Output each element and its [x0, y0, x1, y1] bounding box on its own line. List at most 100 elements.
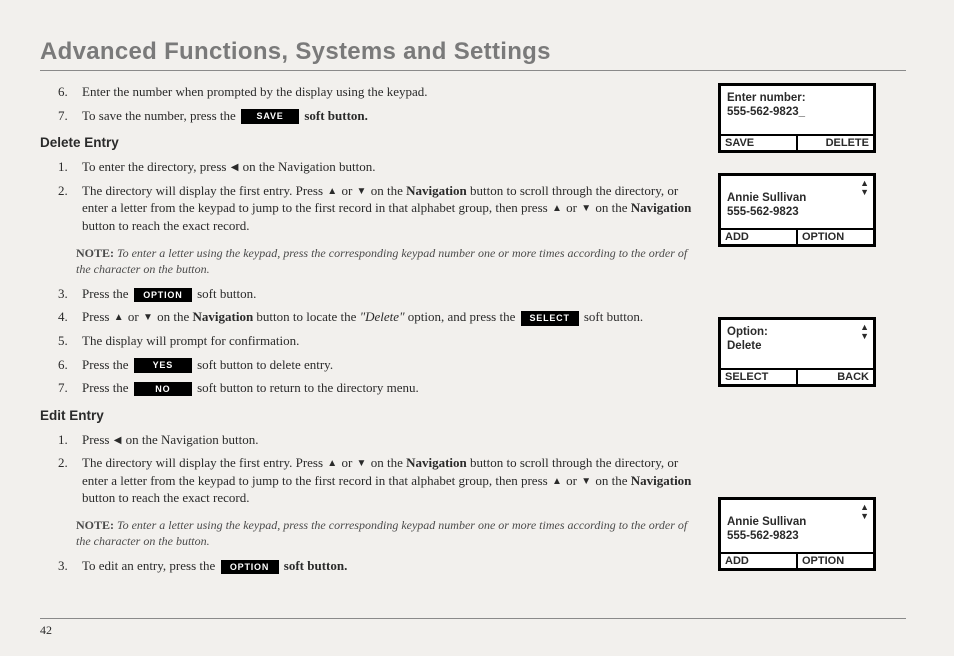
- text-run: The directory will display the first ent…: [82, 183, 326, 198]
- text-run: soft button.: [581, 309, 643, 324]
- lcd-body: ▲▼ Annie Sullivan 555-562-9823: [721, 500, 873, 552]
- step-number: 4.: [58, 308, 82, 326]
- step-number: 2.: [58, 182, 82, 235]
- lcd-column: Enter number: 555-562-9823_ SAVE DELETE …: [718, 83, 906, 591]
- step-text: The directory will display the first ent…: [82, 454, 696, 507]
- nav-bold: Navigation: [406, 183, 467, 198]
- lcd-option-delete: ▲▼ Option: Delete SELECT BACK: [718, 317, 876, 387]
- lcd-softbar: ADD OPTION: [721, 228, 873, 244]
- text-run: Press: [82, 432, 113, 447]
- option-keycap: OPTION: [221, 560, 279, 574]
- nav-bold: Navigation: [406, 455, 467, 470]
- lcd-enter-number: Enter number: 555-562-9823_ SAVE DELETE: [718, 83, 876, 153]
- step-number: 7.: [58, 379, 82, 397]
- page-number: 42: [40, 618, 906, 638]
- text-run: or: [338, 183, 355, 198]
- lcd-softbar: SAVE DELETE: [721, 134, 873, 150]
- step-number: 3.: [58, 285, 82, 303]
- text-run: To edit an entry, press the: [82, 558, 219, 573]
- lcd-line-1: Annie Sullivan: [727, 192, 867, 204]
- text-run: To save the number, press the: [82, 108, 239, 123]
- text-run: on the: [367, 455, 406, 470]
- text-run: on the Navigation button.: [239, 159, 375, 174]
- note-label: NOTE:: [76, 246, 114, 260]
- lcd-contact-2: ▲▼ Annie Sullivan 555-562-9823 ADD OPTIO…: [718, 497, 876, 571]
- lcd-line-2: 555-562-9823_: [727, 106, 867, 118]
- text-run: or: [125, 309, 142, 324]
- softkey-left: ADD: [721, 230, 796, 244]
- delete-steps-cont: 3. Press the OPTION soft button. 4. Pres…: [40, 285, 696, 397]
- lcd-body: ▲▼ Annie Sullivan 555-562-9823: [721, 176, 873, 228]
- delete-step-2: 2. The directory will display the first …: [40, 182, 696, 235]
- nav-bold: Navigation: [631, 200, 692, 215]
- delete-steps: 1. To enter the directory, press ◀ on th…: [40, 158, 696, 234]
- text-run: Press: [82, 309, 113, 324]
- intro-steps: 6. Enter the number when prompted by the…: [40, 83, 696, 124]
- note-label: NOTE:: [76, 518, 114, 532]
- up-arrow-icon: ▲: [114, 313, 124, 323]
- text-run: on the Navigation button.: [122, 432, 258, 447]
- step-text: The display will prompt for confirmation…: [82, 332, 696, 350]
- scroll-icon: ▲▼: [860, 503, 869, 521]
- text-run: soft button.: [194, 286, 256, 301]
- no-keycap: NO: [134, 382, 192, 396]
- step-text: To edit an entry, press the OPTION soft …: [82, 557, 696, 575]
- step-text: Enter the number when prompted by the di…: [82, 83, 696, 101]
- nav-bold: Navigation: [631, 473, 692, 488]
- step-number: 5.: [58, 332, 82, 350]
- text-run: on the: [154, 309, 193, 324]
- text-run: Press the: [82, 380, 132, 395]
- step-number: 1.: [58, 431, 82, 449]
- content-area: 6. Enter the number when prompted by the…: [40, 83, 906, 591]
- step-text: To enter the directory, press ◀ on the N…: [82, 158, 696, 176]
- nav-bold: Navigation: [193, 309, 254, 324]
- softkey-left: SELECT: [721, 370, 796, 384]
- down-arrow-icon: ▼: [357, 459, 367, 469]
- text-run: To enter the directory, press: [82, 159, 230, 174]
- scroll-icon: ▲▼: [860, 179, 869, 197]
- down-arrow-icon: ▼: [581, 477, 591, 487]
- delete-step-4: 4. Press ▲ or ▼ on the Navigation button…: [40, 308, 696, 326]
- lcd-softbar: ADD OPTION: [721, 552, 873, 568]
- delete-step-1: 1. To enter the directory, press ◀ on th…: [40, 158, 696, 176]
- step-text: Press the YES soft button to delete entr…: [82, 356, 696, 374]
- down-arrow-icon: ▼: [581, 204, 591, 214]
- lcd-softbar: SELECT BACK: [721, 368, 873, 384]
- select-keycap: SELECT: [521, 311, 579, 325]
- up-arrow-icon: ▲: [327, 187, 337, 197]
- step-text: The directory will display the first ent…: [82, 182, 696, 235]
- text-run: on the: [592, 200, 631, 215]
- delete-step-5: 5. The display will prompt for confirmat…: [40, 332, 696, 350]
- delete-step-6: 6. Press the YES soft button to delete e…: [40, 356, 696, 374]
- delete-step-7: 7. Press the NO soft button to return to…: [40, 379, 696, 397]
- up-arrow-icon: ▲: [327, 459, 337, 469]
- up-arrow-icon: ▲: [552, 477, 562, 487]
- text-run: or: [563, 473, 580, 488]
- text-bold: soft button.: [301, 108, 368, 123]
- lcd-line-1: Annie Sullivan: [727, 516, 867, 528]
- edit-step-3: 3. To edit an entry, press the OPTION so…: [40, 557, 696, 575]
- edit-steps-cont: 3. To edit an entry, press the OPTION so…: [40, 557, 696, 575]
- step-number: 1.: [58, 158, 82, 176]
- delete-entry-heading: Delete Entry: [40, 134, 696, 152]
- text-run: button to locate the: [253, 309, 360, 324]
- softkey-right: DELETE: [796, 136, 873, 150]
- lcd-line-1: Option:: [727, 326, 867, 338]
- step-6: 6. Enter the number when prompted by the…: [40, 83, 696, 101]
- note-2: NOTE: To enter a letter using the keypad…: [40, 517, 696, 549]
- lcd-line-1: Enter number:: [727, 92, 867, 104]
- text-run: option, and press the: [405, 309, 519, 324]
- text-run: Press the: [82, 357, 132, 372]
- softkey-right: BACK: [796, 370, 873, 384]
- step-text: To save the number, press the SAVE soft …: [82, 107, 696, 125]
- up-arrow-icon: ▲: [552, 204, 562, 214]
- text-bold: soft button.: [281, 558, 348, 573]
- text-run: on the: [367, 183, 406, 198]
- text-run: or: [338, 455, 355, 470]
- page-title: Advanced Functions, Systems and Settings: [40, 38, 906, 71]
- softkey-left: ADD: [721, 554, 796, 568]
- step-text: Press the OPTION soft button.: [82, 285, 696, 303]
- edit-step-2: 2. The directory will display the first …: [40, 454, 696, 507]
- softkey-right: OPTION: [796, 230, 873, 244]
- softkey-left: SAVE: [721, 136, 796, 150]
